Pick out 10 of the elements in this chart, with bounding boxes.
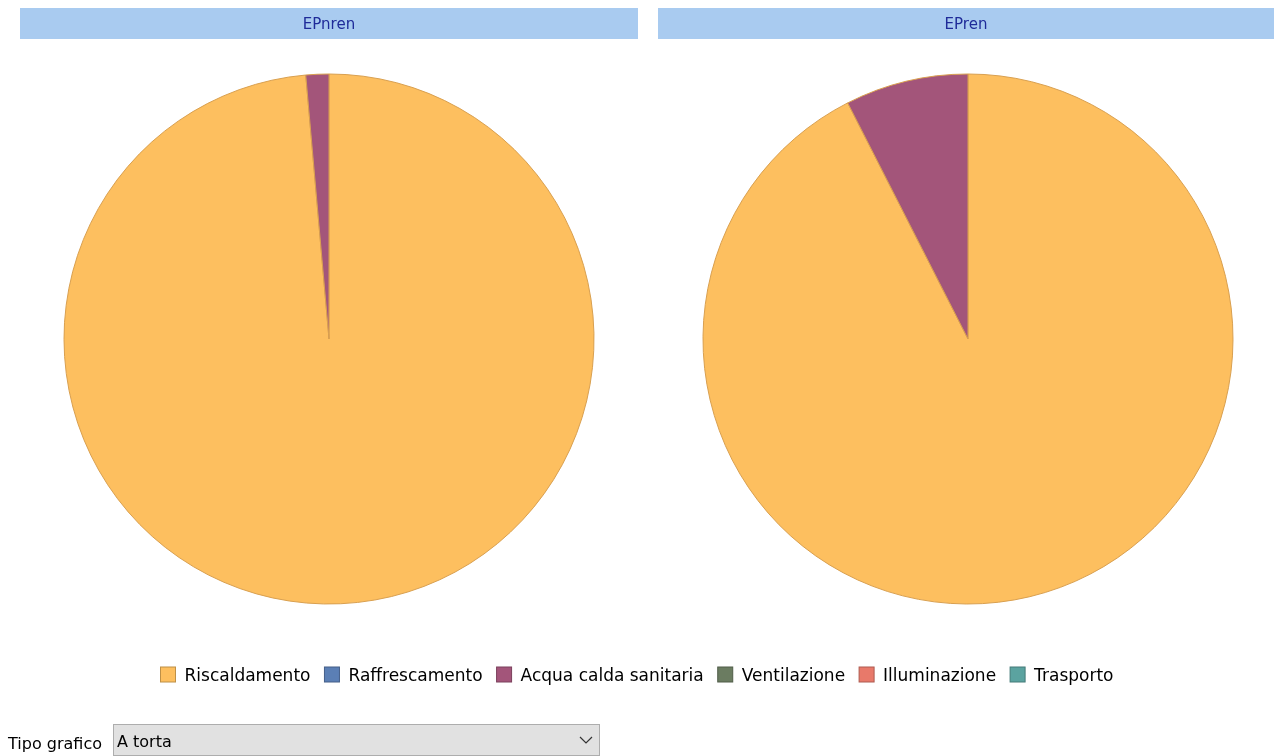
slice-label: EPnren [302, 15, 356, 33]
legend-label: Riscaldamento [184, 665, 311, 685]
slice-label: EPren [944, 15, 988, 33]
legend-label: Ventilazione [741, 665, 846, 685]
legend-label: Raffrescamento [348, 665, 483, 685]
dropdown-field: A torta [113, 724, 600, 756]
legend-label: Illuminazione [883, 665, 997, 685]
legend-label: Trasporto [1033, 665, 1114, 685]
legend-label: Acqua calda sanitaria [520, 665, 704, 685]
text: Tipo grafico [7, 734, 102, 753]
